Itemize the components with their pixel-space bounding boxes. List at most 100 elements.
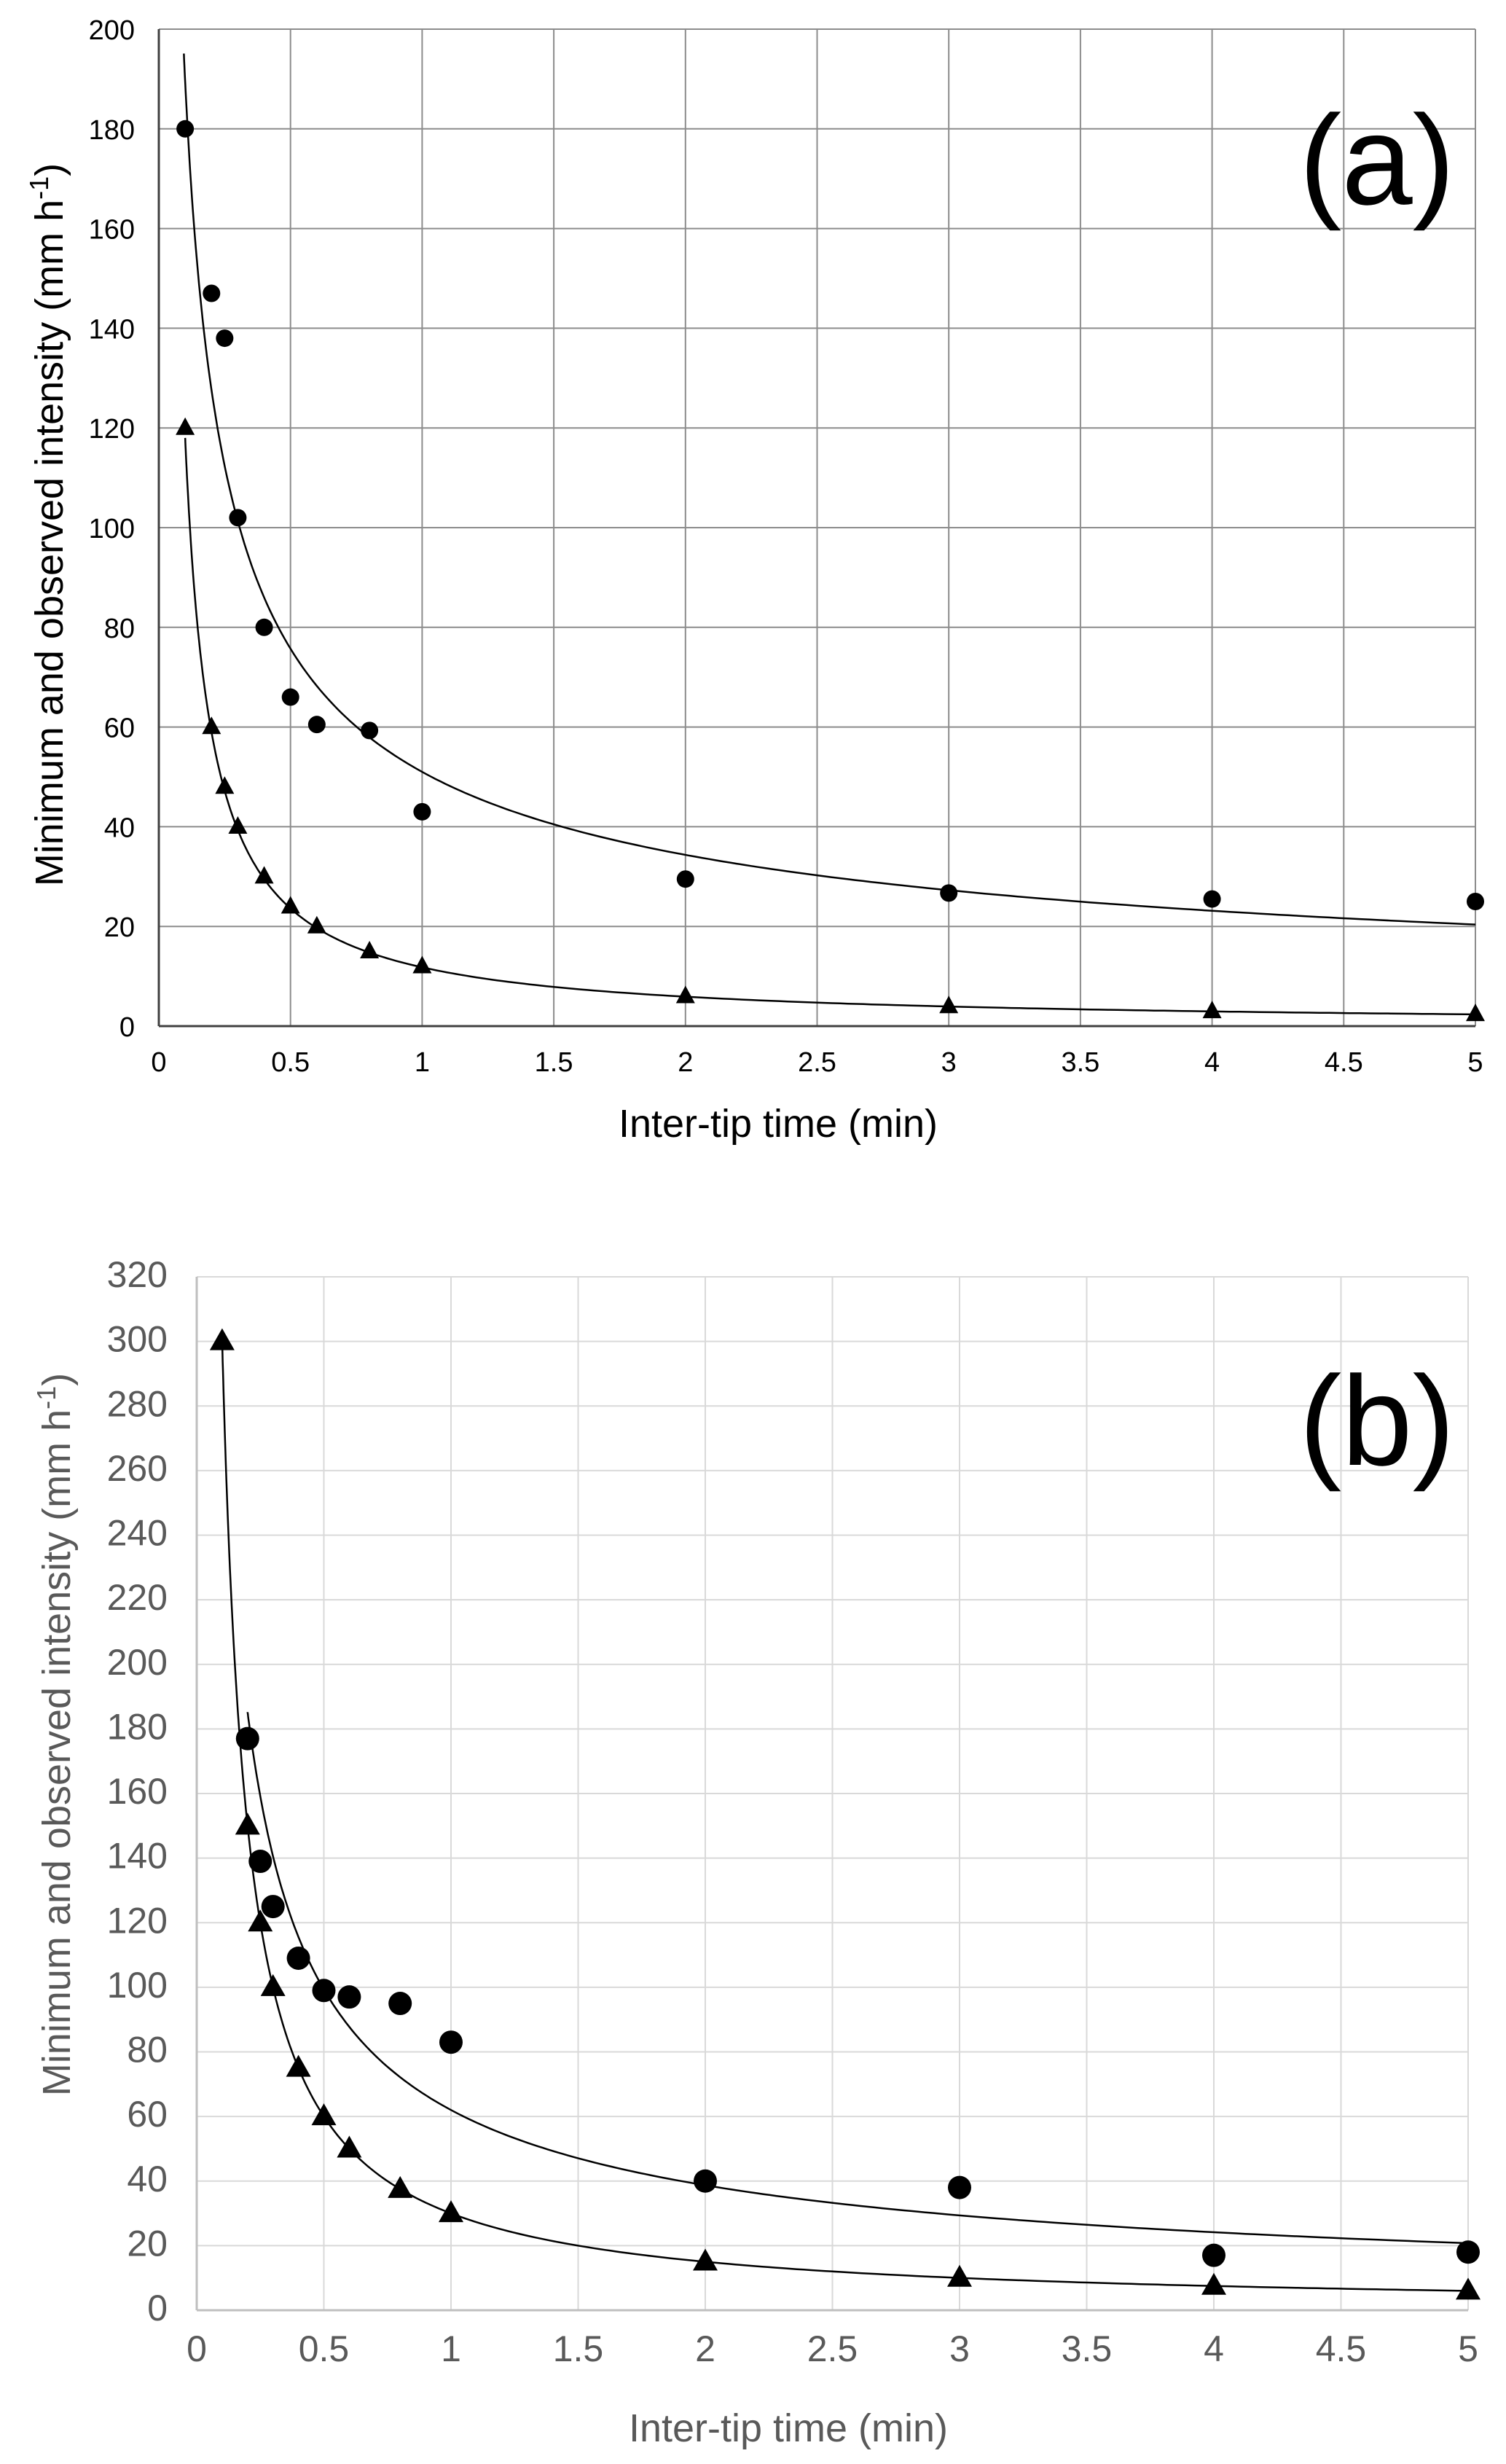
data-point-triangle (337, 2135, 362, 2158)
data-point-circle (948, 2175, 971, 2199)
fit-curve-circle (183, 53, 1476, 926)
y-tick-label: 260 (107, 1448, 168, 1489)
y-axis-title-a-sup: -1 (24, 176, 54, 200)
y-tick-label: 120 (107, 1900, 168, 1941)
data-point-circle (337, 1985, 361, 2009)
fit-curves-b (221, 1341, 1469, 2292)
y-tick-label: 140 (107, 1836, 168, 1877)
data-point-circle (286, 1946, 310, 1970)
y-tick-label: 80 (127, 2030, 168, 2070)
data-point-triangle (1456, 2277, 1480, 2300)
y-axis-title-a-close: ) (28, 163, 71, 176)
grid-a (157, 28, 1476, 1028)
fit-curve-triangle (184, 437, 1476, 1016)
data-point-circle (261, 1895, 285, 1919)
x-tick-label: 0.5 (299, 2328, 350, 2369)
x-tick-label: 4.5 (1316, 2328, 1367, 2369)
y-tick-label: 20 (127, 2223, 168, 2264)
data-point-circle (1203, 890, 1221, 908)
y-tick-label: 100 (89, 514, 135, 544)
data-point-triangle (286, 2054, 311, 2077)
fit-curves-a (183, 53, 1476, 1016)
x-tick-label: 0 (151, 1047, 166, 1078)
data-point-triangle (1466, 1004, 1485, 1022)
chart-panel-b: 0 0.5 1 1.5 2 2.5 3 3.5 4 4.5 5 0 20 40 60 80 100 120 140… (31, 1254, 1480, 2450)
data-point-circle (307, 716, 326, 734)
data-point-triangle (281, 896, 300, 914)
data-point-circle (176, 120, 195, 138)
panel-label-a: (a) (1299, 90, 1455, 232)
grid-b (195, 1276, 1469, 2312)
data-point-triangle (939, 996, 959, 1014)
data-point-triangle (1202, 1001, 1222, 1019)
data-point-triangle (947, 2264, 972, 2287)
y-tick-label: 0 (147, 2288, 168, 2328)
data-point-circle (203, 284, 221, 302)
y-tick-label: 0 (119, 1012, 135, 1043)
x-tick-label: 3 (941, 1047, 957, 1078)
x-tick-labels-b: 0 0.5 1 1.5 2 2.5 3 3.5 4 4.5 5 (187, 2328, 1478, 2369)
y-axis-title-a-main: Minimum and observed intensity (mm h (28, 200, 71, 886)
x-tick-label: 0.5 (271, 1047, 310, 1078)
data-point-triangle (693, 2248, 718, 2271)
data-points-a (176, 120, 1485, 1022)
chart-panel-a: 0 0.5 1 1.5 2 2.5 3 3.5 4 4.5 5 0 20 40 60 80 100 120 140… (24, 15, 1485, 1146)
data-point-triangle (439, 2200, 463, 2223)
y-tick-label: 320 (107, 1254, 168, 1295)
x-axis-title-b: Inter-tip time (min) (629, 2406, 948, 2450)
x-tick-label: 3.5 (1061, 1047, 1099, 1078)
x-tick-label: 4 (1204, 2328, 1224, 2369)
y-tick-label: 20 (104, 912, 135, 943)
data-points-b (209, 1328, 1480, 2300)
data-point-triangle (1201, 2272, 1226, 2295)
y-tick-label: 180 (107, 1706, 168, 1747)
data-point-triangle (209, 1328, 235, 1350)
data-point-circle (281, 688, 299, 706)
y-tick-labels-a: 0 20 40 60 80 100 120 140 160 180 200 (89, 15, 135, 1043)
y-tick-label: 120 (89, 414, 135, 445)
data-point-circle (1456, 2240, 1480, 2264)
x-tick-label: 2 (678, 1047, 693, 1078)
panel-label-b: (b) (1299, 1350, 1455, 1493)
data-point-circle (1202, 2243, 1225, 2267)
data-point-triangle (235, 1812, 260, 1835)
y-tick-label: 220 (107, 1577, 168, 1618)
x-tick-label: 5 (1458, 2328, 1478, 2369)
data-point-circle (312, 1979, 336, 2003)
data-point-circle (940, 884, 958, 902)
y-tick-label: 240 (107, 1513, 168, 1554)
x-tick-label: 2.5 (807, 2328, 858, 2369)
y-tick-label: 200 (107, 1642, 168, 1683)
y-axis-title-b-main: Minimum and observed intensity (mm h (35, 1409, 79, 2096)
data-point-circle (694, 2169, 717, 2193)
fit-curve-triangle (221, 1341, 1469, 2292)
data-point-circle (1467, 893, 1484, 910)
y-axis-title-b-sup: -1 (31, 1386, 61, 1409)
data-point-triangle (360, 941, 380, 958)
data-point-triangle (388, 2175, 413, 2198)
y-tick-label: 80 (104, 614, 135, 644)
x-tick-label: 1.5 (535, 1047, 573, 1078)
data-point-triangle (675, 985, 695, 1004)
y-tick-label: 60 (127, 2094, 168, 2135)
data-point-circle (676, 870, 694, 888)
y-tick-label: 200 (89, 15, 135, 46)
data-point-triangle (412, 955, 432, 974)
x-tick-label: 4.5 (1325, 1047, 1363, 1078)
x-tick-labels-a: 0 0.5 1 1.5 2 2.5 3 3.5 4 4.5 5 (151, 1047, 1483, 1078)
x-tick-label: 5 (1467, 1047, 1483, 1078)
x-tick-label: 3 (949, 2328, 970, 2369)
data-point-triangle (260, 1974, 286, 1996)
x-axis-title-a: Inter-tip time (min) (619, 1102, 938, 1146)
data-point-circle (361, 721, 379, 740)
x-tick-label: 4 (1204, 1047, 1220, 1078)
y-tick-label: 140 (89, 314, 135, 345)
x-tick-label: 3.5 (1062, 2328, 1113, 2369)
fit-curve-circle (246, 1712, 1469, 2245)
data-point-circle (216, 329, 234, 348)
y-tick-label: 40 (127, 2159, 168, 2199)
data-point-circle (439, 2030, 463, 2054)
y-tick-label: 60 (104, 713, 135, 744)
data-point-circle (235, 1726, 259, 1751)
